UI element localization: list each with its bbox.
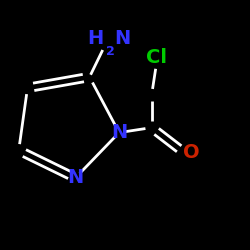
- Text: 2: 2: [106, 45, 114, 58]
- Text: O: O: [183, 143, 200, 162]
- Text: N: N: [67, 168, 84, 188]
- Text: N: N: [111, 123, 127, 142]
- Text: H: H: [87, 29, 103, 48]
- Text: Cl: Cl: [146, 48, 167, 67]
- Text: N: N: [114, 29, 131, 48]
